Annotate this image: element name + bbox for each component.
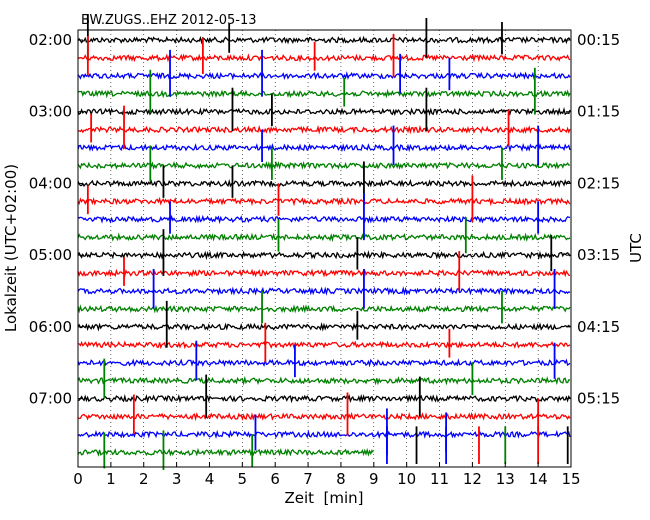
trace-line bbox=[77, 268, 571, 278]
y-tick-label-left: 07:00 bbox=[29, 390, 72, 408]
x-tick-label: 9 bbox=[369, 470, 379, 488]
y-axis-label-left: Lokalzeit (UTC+02:00) bbox=[2, 164, 20, 332]
x-tick-label: 5 bbox=[238, 470, 248, 488]
y-tick-label-right: 02:15 bbox=[577, 174, 620, 192]
y-axis-right: 00:15 01:15 02:15 03:15 04:15 05:15 bbox=[566, 31, 620, 408]
trace-line bbox=[77, 160, 571, 171]
trace-line bbox=[77, 304, 571, 314]
y-tick-label-left: 03:00 bbox=[29, 103, 72, 121]
x-tick-label: 14 bbox=[529, 470, 548, 488]
trace-line bbox=[77, 250, 571, 261]
y-axis-left: 02:00 03:00 04:00 05:00 06:00 07:00 bbox=[29, 31, 83, 408]
y-tick-label-right: 03:15 bbox=[577, 246, 620, 264]
x-tick-label: 2 bbox=[139, 470, 149, 488]
x-axis-label: Zeit [min] bbox=[284, 489, 363, 507]
x-tick-label: 3 bbox=[172, 470, 182, 488]
x-tick-label: 13 bbox=[496, 470, 515, 488]
x-tick-label: 1 bbox=[106, 470, 116, 488]
y-tick-label-right: 04:15 bbox=[577, 318, 620, 336]
trace-line bbox=[77, 124, 571, 135]
trace-line bbox=[77, 53, 571, 63]
trace-line bbox=[77, 143, 571, 153]
trace-line bbox=[77, 447, 374, 457]
x-tick-label: 10 bbox=[397, 470, 416, 488]
x-tick-label: 7 bbox=[303, 470, 313, 488]
trace-line bbox=[77, 35, 571, 45]
trace-line bbox=[77, 411, 571, 422]
trace-line bbox=[77, 393, 571, 404]
trace-line bbox=[77, 322, 571, 332]
y-tick-label-left: 02:00 bbox=[29, 31, 72, 49]
trace-line bbox=[77, 178, 571, 188]
y-tick-label-right: 05:15 bbox=[577, 390, 620, 408]
trace-line bbox=[77, 375, 571, 386]
trace-line bbox=[77, 88, 571, 99]
x-tick-label: 12 bbox=[463, 470, 482, 488]
x-tick-label: 8 bbox=[336, 470, 346, 488]
plot-area bbox=[77, 14, 571, 470]
chart-title: BW.ZUGS..EHZ 2012-05-13 bbox=[81, 13, 257, 28]
trace-line bbox=[77, 357, 571, 368]
plot-frame bbox=[77, 29, 572, 468]
trace-line bbox=[77, 196, 571, 207]
x-tick-label: 11 bbox=[430, 470, 449, 488]
x-tick-label: 4 bbox=[205, 470, 215, 488]
y-tick-label-right: 01:15 bbox=[577, 103, 620, 121]
x-tick-label: 6 bbox=[270, 470, 280, 488]
trace-line bbox=[77, 286, 571, 296]
y-axis-label-right: UTC bbox=[627, 233, 645, 263]
trace-line bbox=[77, 71, 571, 81]
trace-line bbox=[77, 232, 571, 243]
trace-line bbox=[77, 340, 571, 350]
y-tick-label-left: 06:00 bbox=[29, 318, 72, 336]
trace-line bbox=[77, 107, 571, 117]
x-tick-label: 15 bbox=[561, 470, 580, 488]
x-axis: 0 1 2 3 4 5 6 7 8 9 10 11 12 13 14 15 bbox=[73, 462, 581, 488]
trace-line bbox=[77, 429, 571, 440]
y-tick-label-left: 04:00 bbox=[29, 174, 72, 192]
y-tick-label-left: 05:00 bbox=[29, 246, 72, 264]
trace-line bbox=[77, 214, 571, 225]
y-tick-label-right: 00:15 bbox=[577, 31, 620, 49]
x-tick-label: 0 bbox=[73, 470, 83, 488]
